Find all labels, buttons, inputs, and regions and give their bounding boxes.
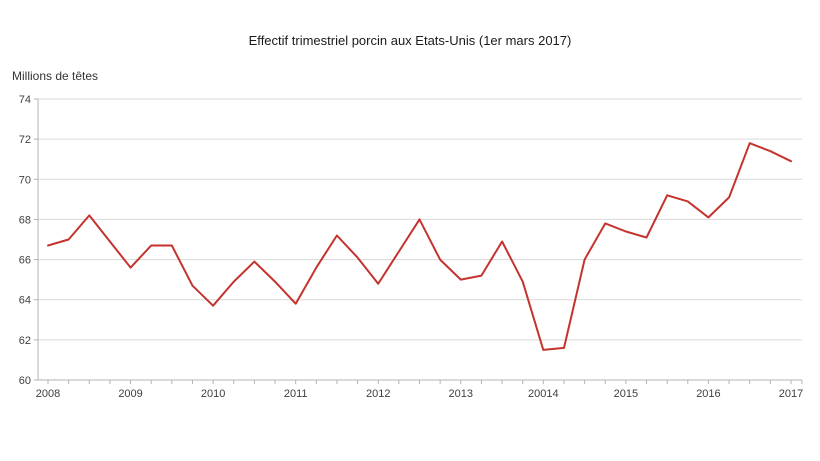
x-tick-label: 2008	[36, 388, 60, 400]
x-tick-labels: 2008 2009 2010 2011 2012 2013 20014 2015 2016 201…	[36, 388, 803, 400]
x-tick-label: 2013	[449, 388, 473, 400]
y-tick-label: 74	[19, 94, 31, 106]
chart-title: Effectif trimestriel porcin aux Etats-Un…	[248, 33, 572, 48]
y-tick-label: 64	[19, 295, 31, 307]
x-tick-label: 2011	[284, 388, 308, 400]
y-tick-label: 70	[19, 174, 31, 186]
data-series-line	[47, 142, 792, 351]
y-axis-unit-label: Millions de têtes	[12, 69, 99, 83]
x-tick-label: 2015	[614, 388, 638, 400]
y-tick-label: 66	[19, 255, 31, 267]
x-tick-label: 2016	[696, 388, 720, 400]
x-tick-label: 20014	[528, 388, 559, 400]
y-tick-label: 60	[19, 375, 31, 387]
gridlines	[38, 98, 802, 341]
x-tick-marks	[47, 380, 803, 384]
x-tick-label: 2012	[366, 388, 390, 400]
y-tick-marks	[34, 98, 38, 381]
x-tick-label: 2010	[201, 388, 225, 400]
y-tick-label: 72	[19, 134, 31, 146]
axes	[37, 99, 802, 381]
x-tick-label: 2017	[779, 388, 803, 400]
y-tick-labels: 60 62 64 66 68 70 72 74	[19, 94, 31, 387]
y-tick-label: 68	[19, 214, 31, 226]
x-tick-label: 2009	[118, 388, 142, 400]
y-tick-label: 62	[19, 335, 31, 347]
